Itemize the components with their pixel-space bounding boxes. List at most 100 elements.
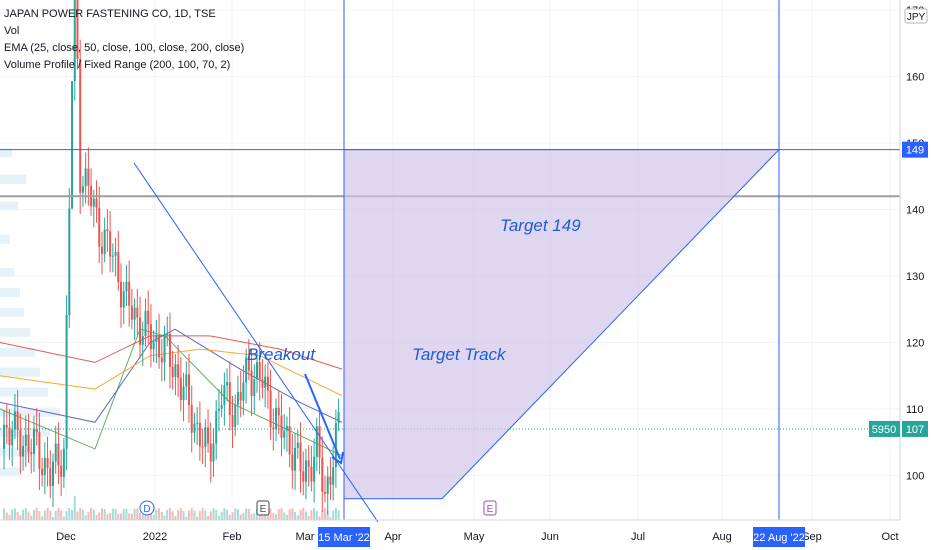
candle[interactable]: [160, 357, 163, 363]
target-track-area[interactable]: [343, 149, 781, 500]
candle[interactable]: [250, 370, 253, 397]
candle[interactable]: [236, 392, 239, 405]
candle[interactable]: [87, 168, 90, 186]
candle[interactable]: [133, 307, 136, 320]
candle[interactable]: [106, 229, 109, 232]
candle[interactable]: [152, 341, 155, 350]
breakout-arrow[interactable]: [304, 373, 341, 460]
candle[interactable]: [136, 307, 139, 318]
candle[interactable]: [68, 208, 71, 315]
candle[interactable]: [201, 446, 204, 448]
candle[interactable]: [193, 423, 196, 433]
candle[interactable]: [217, 408, 220, 411]
candle[interactable]: [258, 362, 261, 380]
ema-line-100[interactable]: [0, 348, 343, 397]
candle[interactable]: [294, 447, 297, 471]
candle[interactable]: [117, 252, 120, 283]
ema-line-200[interactable]: [0, 335, 343, 370]
candle[interactable]: [239, 392, 242, 401]
candle[interactable]: [307, 460, 310, 467]
breakout-label[interactable]: Breakout: [247, 345, 316, 364]
candle[interactable]: [95, 198, 98, 208]
candle[interactable]: [5, 424, 8, 428]
currency-box[interactable]: [904, 8, 928, 24]
earnings-marker[interactable]: [256, 500, 270, 516]
candle[interactable]: [62, 448, 65, 477]
candle[interactable]: [196, 422, 199, 424]
candle[interactable]: [291, 454, 294, 471]
candle[interactable]: [16, 411, 19, 430]
volume-indicator-label[interactable]: Vol: [4, 25, 20, 37]
candle[interactable]: [141, 336, 144, 345]
candle[interactable]: [122, 291, 125, 308]
candle[interactable]: [288, 426, 291, 455]
ema-indicator-label[interactable]: EMA (25, close, 50, close, 100, close, 2…: [4, 42, 245, 54]
candle[interactable]: [65, 314, 68, 449]
candle[interactable]: [128, 281, 131, 306]
candle[interactable]: [147, 310, 150, 325]
candle[interactable]: [334, 423, 337, 468]
candle[interactable]: [207, 427, 210, 444]
candle[interactable]: [190, 405, 193, 433]
candle[interactable]: [144, 310, 147, 337]
candle[interactable]: [100, 246, 103, 255]
candle[interactable]: [171, 367, 174, 377]
candle[interactable]: [54, 443, 57, 462]
candle[interactable]: [49, 468, 52, 486]
volume-profile-label[interactable]: Volume Profile / Fixed Range (200, 100, …: [4, 59, 231, 71]
breakout-date-badge[interactable]: [318, 527, 370, 547]
ema-line-50[interactable]: [0, 328, 343, 423]
candle[interactable]: [310, 466, 313, 482]
candle[interactable]: [215, 410, 218, 444]
candle[interactable]: [46, 457, 49, 469]
candle[interactable]: [326, 476, 329, 494]
candle[interactable]: [315, 426, 318, 457]
candle[interactable]: [92, 198, 95, 207]
candle[interactable]: [261, 379, 264, 388]
candle[interactable]: [179, 377, 182, 401]
candle[interactable]: [139, 317, 142, 345]
candle[interactable]: [283, 430, 286, 438]
candle[interactable]: [256, 362, 258, 380]
candle[interactable]: [277, 407, 280, 416]
candle[interactable]: [43, 457, 46, 476]
candle[interactable]: [125, 281, 128, 292]
candle[interactable]: [272, 427, 275, 430]
candle[interactable]: [285, 426, 288, 431]
candle[interactable]: [168, 333, 171, 368]
candle[interactable]: [212, 443, 215, 462]
candle[interactable]: [337, 411, 340, 424]
candle[interactable]: [204, 427, 207, 447]
candle[interactable]: [242, 382, 245, 401]
candle[interactable]: [185, 374, 188, 387]
candle[interactable]: [120, 282, 122, 308]
candle[interactable]: [177, 364, 180, 378]
candle[interactable]: [182, 386, 185, 401]
candle[interactable]: [79, 58, 82, 193]
candle[interactable]: [109, 231, 112, 257]
candle[interactable]: [30, 452, 33, 455]
earnings-marker-future[interactable]: [483, 500, 497, 516]
symbol-title[interactable]: JAPAN POWER FASTENING CO, 1D, TSE: [4, 8, 216, 20]
candle[interactable]: [84, 168, 87, 187]
candle[interactable]: [188, 374, 190, 406]
candle[interactable]: [13, 411, 16, 430]
candle[interactable]: [8, 427, 11, 446]
candle[interactable]: [324, 491, 326, 494]
candle[interactable]: [245, 357, 248, 383]
candle[interactable]: [103, 229, 106, 255]
candle[interactable]: [130, 305, 133, 320]
candle[interactable]: [35, 428, 38, 433]
candle[interactable]: [231, 415, 234, 428]
target-date-badge[interactable]: [753, 527, 805, 547]
candle[interactable]: [114, 252, 117, 256]
candle[interactable]: [269, 390, 272, 428]
dividend-marker[interactable]: [139, 500, 155, 516]
candle[interactable]: [253, 379, 256, 397]
candle[interactable]: [76, 0, 79, 59]
candle[interactable]: [318, 426, 321, 458]
candle[interactable]: [304, 460, 307, 482]
candle[interactable]: [57, 443, 60, 466]
